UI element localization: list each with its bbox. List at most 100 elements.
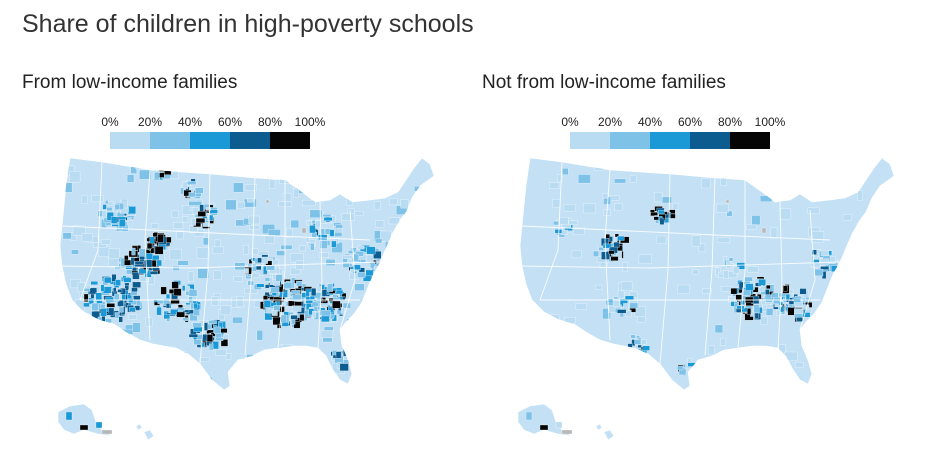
- county-cell: [106, 303, 115, 308]
- county-cell: [292, 294, 302, 302]
- county-cell: [95, 361, 104, 369]
- legend-swatch: [570, 132, 610, 149]
- county-cell: [293, 321, 301, 329]
- county-cell: [188, 192, 196, 198]
- county-cell: [219, 328, 228, 333]
- county-cell: [893, 183, 894, 190]
- county-cell: [127, 206, 136, 215]
- county-cell: [220, 305, 232, 316]
- county-cell: [118, 306, 124, 313]
- county-cell: [280, 314, 287, 323]
- panel-low-income: From low-income families 0% 20% 40% 60% …: [0, 70, 450, 470]
- county-cell: [389, 267, 396, 279]
- county-cell: [349, 272, 359, 280]
- county-cell: [650, 212, 658, 216]
- county-cell: [325, 259, 336, 266]
- county-cell: [96, 365, 104, 372]
- county-cell: [114, 293, 120, 302]
- county-cell: [95, 421, 103, 429]
- county-cell: [736, 262, 746, 270]
- county-cell: [176, 230, 184, 240]
- county-cell: [809, 170, 815, 181]
- county-cell: [895, 370, 906, 379]
- county-cell: [346, 194, 353, 206]
- county-cell: [857, 268, 867, 274]
- county-cell: [275, 266, 280, 274]
- county-cell: [197, 268, 209, 279]
- county-cell: [703, 360, 711, 366]
- county-cell: [283, 282, 293, 289]
- county-cell: [417, 243, 423, 248]
- county-cell: [364, 355, 371, 365]
- county-cell: [726, 261, 732, 269]
- county-cell: [430, 158, 434, 167]
- county-cell: [247, 198, 254, 203]
- county-cell: [564, 317, 576, 324]
- county-cell: [163, 313, 171, 320]
- county-cell: [899, 194, 909, 198]
- county-cell: [98, 246, 110, 257]
- county-cell: [168, 289, 175, 294]
- state-border-line: [317, 201, 323, 349]
- county-cell: [132, 272, 140, 280]
- county-cell: [333, 237, 340, 244]
- county-cell: [336, 227, 343, 232]
- county-cell: [244, 184, 257, 191]
- legend-tick-100: 100%: [754, 115, 786, 129]
- county-cell: [256, 330, 263, 341]
- county-cell: [802, 304, 810, 310]
- county-cell: [432, 243, 434, 253]
- county-cell: [716, 237, 731, 243]
- county-cell: [633, 353, 642, 358]
- county-cell: [101, 429, 113, 435]
- county-cell: [318, 234, 328, 240]
- county-cell: [310, 161, 317, 173]
- county-cell: [87, 321, 100, 333]
- county-cell: [583, 203, 596, 214]
- county-cell: [732, 266, 740, 274]
- county-cell: [754, 160, 761, 166]
- county-cell: [213, 326, 221, 334]
- county-cell: [156, 306, 162, 316]
- county-cell: [314, 220, 321, 228]
- county-cell: [371, 307, 378, 313]
- county-cell: [794, 362, 804, 368]
- county-cell: [188, 333, 198, 338]
- county-cell: [248, 363, 254, 369]
- county-cell: [282, 192, 292, 202]
- county-cell: [551, 314, 560, 322]
- county-cell: [191, 362, 200, 372]
- county-cell: [139, 169, 152, 180]
- county-cell: [659, 217, 665, 225]
- county-cell: [794, 313, 803, 318]
- county-cell: [340, 307, 345, 314]
- county-cell: [60, 182, 73, 193]
- county-cell: [440, 295, 448, 300]
- county-cell: [252, 361, 259, 366]
- county-cell: [86, 365, 98, 372]
- county-cell: [164, 352, 171, 359]
- county-cell: [829, 256, 836, 264]
- county-cell: [110, 216, 118, 224]
- county-cell: [301, 227, 307, 234]
- county-cell: [280, 244, 293, 250]
- county-cell: [357, 164, 365, 171]
- county-cell: [81, 233, 93, 242]
- county-cell: [128, 314, 138, 320]
- county-cell: [842, 214, 852, 221]
- state-border-line: [777, 201, 783, 349]
- county-cell: [720, 175, 727, 186]
- legend-tick-0: 0%: [101, 115, 119, 129]
- county-cell: [687, 358, 693, 363]
- county-cell: [823, 332, 837, 342]
- county-cell: [557, 174, 563, 182]
- county-cell: [419, 189, 427, 201]
- county-cell: [263, 235, 275, 244]
- county-cell: [172, 266, 180, 271]
- county-cell: [265, 284, 270, 289]
- county-cell: [814, 268, 824, 277]
- county-cell: [126, 337, 137, 344]
- county-cell: [369, 339, 383, 351]
- county-cell: [156, 259, 162, 267]
- county-cell: [83, 288, 90, 292]
